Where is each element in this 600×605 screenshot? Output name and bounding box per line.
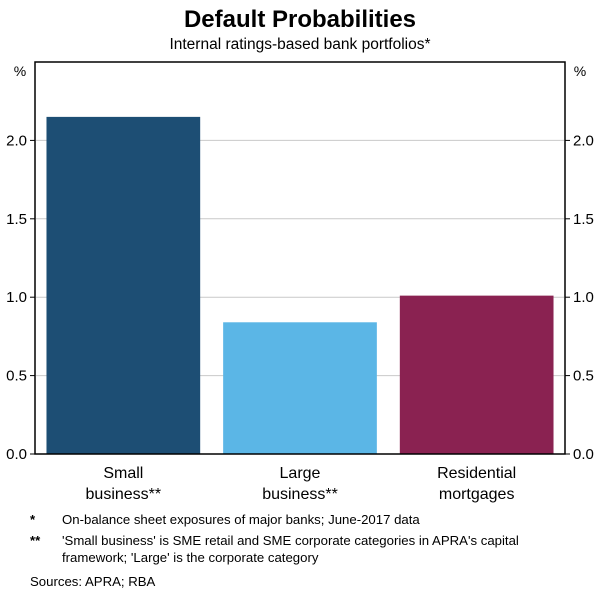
- footnote: ** 'Small business' is SME retail and SM…: [30, 533, 582, 567]
- y-tick-label-right: 1.5: [573, 210, 594, 227]
- y-tick-label-left: 2.0: [6, 132, 27, 149]
- sources-line: Sources: APRA; RBA: [30, 574, 156, 590]
- footnote: * On-balance sheet exposures of major ba…: [30, 512, 582, 529]
- x-category-label: Small: [103, 465, 143, 482]
- y-tick-label-left: 1.0: [6, 289, 27, 306]
- bar-0: [46, 116, 201, 454]
- y-tick-label-left: 0.5: [6, 367, 27, 384]
- y-tick-label-right: 0.5: [573, 367, 594, 384]
- footnote-marker: **: [30, 533, 41, 549]
- bar-1: [223, 321, 377, 454]
- x-category-label: Large: [280, 465, 321, 482]
- x-category-label: Residential: [437, 465, 516, 482]
- y-tick-label-right: 1.0: [573, 289, 594, 306]
- plot-frame: [34, 60, 566, 455]
- y-tick-label-right: 0.0: [573, 446, 594, 463]
- page-title: Default Probabilities: [183, 6, 417, 33]
- bar-2: [399, 295, 554, 454]
- footnote-marker: *: [30, 511, 36, 527]
- unit-label-left: %: [14, 63, 26, 79]
- chart-subtitle: Internal ratings-based bank portfolios*: [169, 35, 431, 53]
- x-category-label: business**: [262, 486, 338, 503]
- y-tick-label-right: 2.0: [573, 132, 594, 149]
- y-tick-label-left: 0.0: [6, 446, 27, 463]
- y-tick-label-left: 1.5: [6, 210, 27, 227]
- x-category-label: mortgages: [439, 486, 515, 503]
- footnote-text: On-balance sheet exposures of major bank…: [62, 511, 420, 527]
- bar-chart: 0.0 0.0 0.5 0.5 1.0 1.0 1.5 1.5 2.0 2.0% % Small bus…: [6, 60, 594, 503]
- unit-label-right: %: [574, 63, 586, 79]
- x-category-label: business**: [86, 486, 162, 503]
- footnote-text: 'Small business' is SME retail and SME c…: [62, 533, 519, 566]
- footnotes: * On-balance sheet exposures of major ba…: [0, 512, 600, 590]
